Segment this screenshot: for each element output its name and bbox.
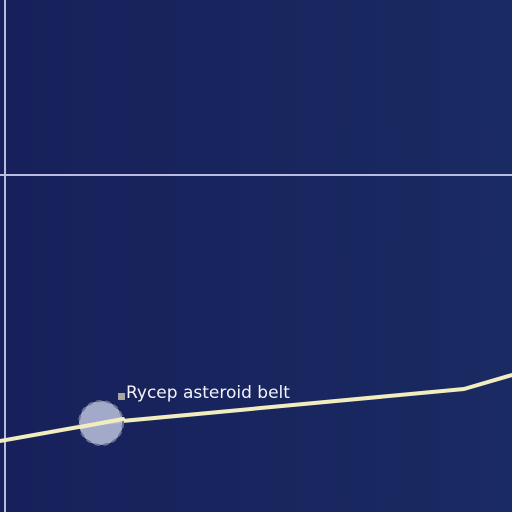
label-anchor-icon bbox=[118, 393, 125, 400]
asteroid-belt-marker-icon[interactable] bbox=[78, 400, 125, 446]
asteroid-belt-label[interactable]: Rycep asteroid belt bbox=[126, 383, 290, 403]
travel-route[interactable] bbox=[0, 373, 512, 443]
